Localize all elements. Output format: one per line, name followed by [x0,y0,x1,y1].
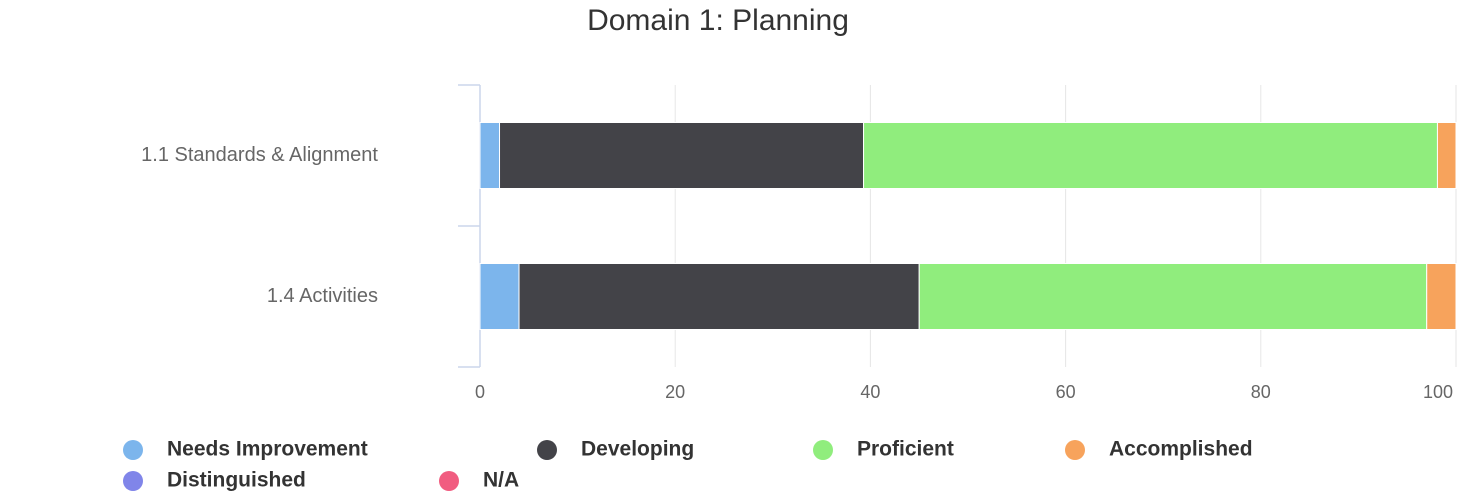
legend-label: N/A [483,469,519,492]
legend-marker [1065,440,1085,460]
x-tick-label: 60 [1056,382,1076,402]
legend-marker [813,440,833,460]
bar-segment [479,263,520,330]
bar-segment [518,263,920,330]
legend-label: Distinguished [167,469,306,492]
x-tick-label: 40 [860,382,880,402]
bar-segment [1426,263,1457,330]
chart-title: Domain 1: Planning [587,4,849,37]
x-tick-label: 0 [475,382,485,402]
bar-segment [918,263,1428,330]
legend-label: Proficient [857,438,954,461]
x-tick-label: 100 [1423,382,1453,402]
legend-label: Developing [581,438,694,461]
bar-segment [1436,122,1457,189]
x-tick-label: 80 [1251,382,1271,402]
y-tick-label: 1.1 Standards & Alignment [141,144,378,166]
x-tick-label: 20 [665,382,685,402]
bar-segment [499,122,865,189]
legend-marker [439,471,459,491]
bar-segment [863,122,1438,189]
legend-label: Needs Improvement [167,438,368,461]
legend-marker [537,440,557,460]
bar-segment [479,122,501,189]
legend-marker [123,471,143,491]
legend-marker [123,440,143,460]
legend-label: Accomplished [1109,438,1253,461]
y-tick-label: 1.4 Activities [267,285,378,307]
